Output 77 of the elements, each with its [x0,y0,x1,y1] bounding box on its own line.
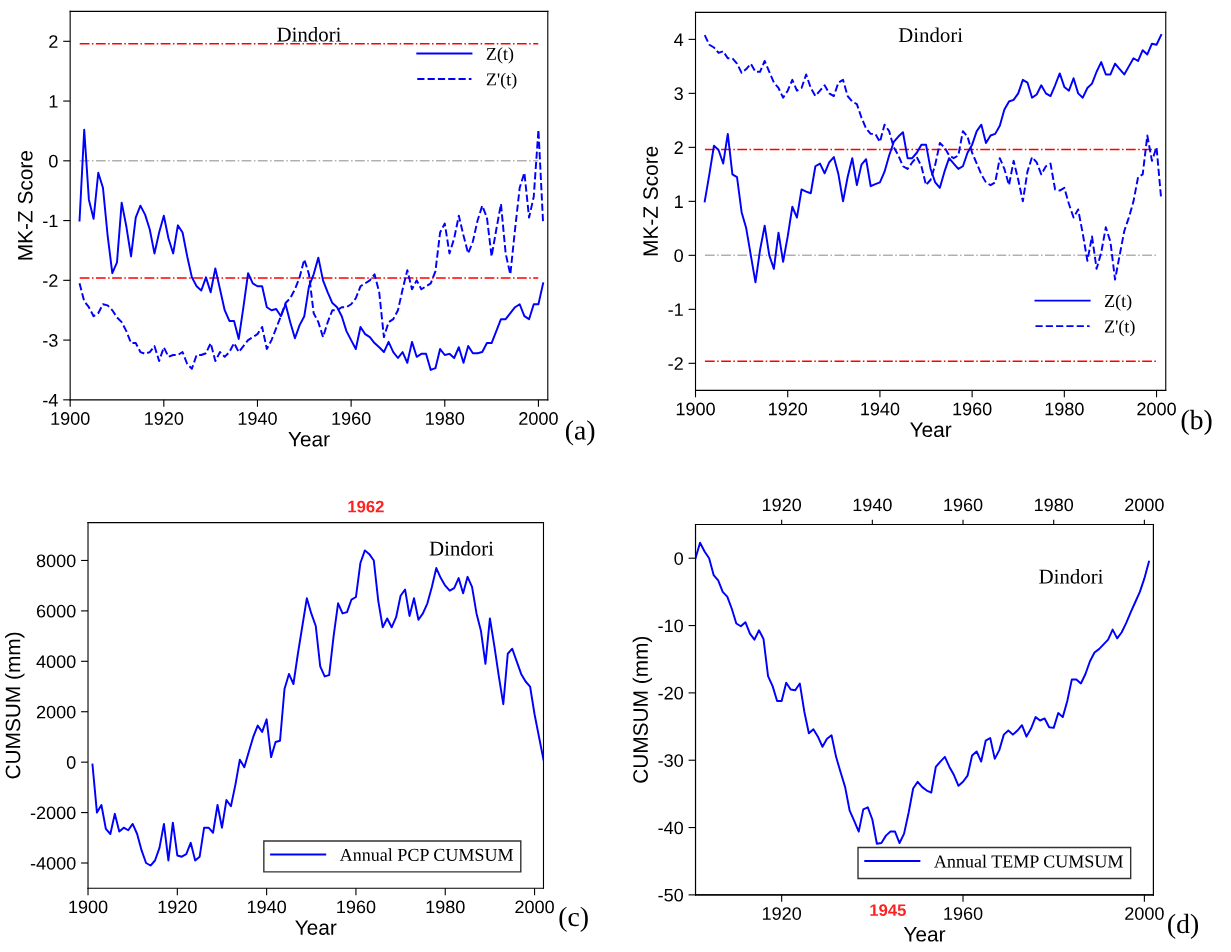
x-tick-label: 1960 [944,907,983,920]
text: (a) [565,420,595,446]
x-tick-label: 1980 [1045,402,1084,416]
text: (d) [1168,913,1199,939]
y-tick-label: -30 [658,754,684,767]
y-tick-label: 0 [674,552,683,565]
x-tick-label: 1920 [145,412,184,425]
y-tick-label: -20 [658,686,684,700]
text: (b) [1181,409,1212,436]
annotation: Dindori [429,540,494,556]
x2-tick-label: 1920 [762,498,802,512]
x2-tick-label: 1980 [1034,498,1074,512]
y-tick-label: 0 [674,249,683,263]
annotation: Dindori [277,26,341,42]
x-tick-label: 1980 [426,900,465,914]
y-tick-label: 3 [674,87,683,101]
y-tick-label: 4000 [36,655,76,669]
y-tick-label: -10 [658,619,684,633]
x-tick-label: 1940 [238,412,277,425]
x-tick-label: 2000 [1137,402,1176,416]
y-tick-label: 2 [49,35,58,48]
y-tick-label: 1 [675,195,683,208]
text: 1962 [348,500,384,513]
y-axis-title: MK-Z Score [643,146,658,256]
y-tick-label: 2 [674,141,683,154]
x-tick-label: 1920 [158,900,197,914]
x-tick-label: 1940 [247,900,287,914]
y-tick-label: 0 [66,756,76,769]
x-tick-label: 2000 [515,900,554,914]
x-axis-title: Year [903,927,946,942]
x-tick-label: 1900 [69,900,108,914]
x2-tick-label: 1960 [944,498,983,512]
x-axis-title: Year [288,432,330,447]
y-tick-label: 4 [674,33,684,46]
legend-label: Z(t) [486,47,514,64]
y-tick-label: -2000 [30,806,76,820]
y-tick-label: -4 [43,393,58,407]
legend-label: Z(t) [1104,294,1132,311]
x-tick-label: 1920 [769,402,808,416]
x-tick-label: 1900 [676,402,715,416]
y-tick-label: 2000 [36,705,76,719]
y-axis-title: CUMSUM (mm) [5,632,25,779]
x2-tick-label: 2000 [1125,498,1164,512]
legend-label: Z'(t) [486,72,517,90]
y-tick-label: 0 [49,154,58,168]
x-tick-label: 2000 [1125,907,1164,920]
annotation: Dindori [1039,568,1104,584]
legend-label: Annual TEMP CUMSUM [934,854,1123,868]
x-tick-label: 2000 [519,412,558,425]
y-tick-label: -40 [658,821,684,835]
legend-label: Annual PCP CUMSUM [339,848,514,861]
y-axis-title: CUMSUM (mm) [632,636,653,783]
y-tick-label: -3 [43,334,58,347]
annotation: Dindori [898,27,963,43]
x-axis-title: Year [295,920,337,935]
x-tick-label: 1960 [332,412,371,425]
text: (c) [559,906,588,932]
x-tick-label: 1960 [953,402,992,416]
y-tick-label: 8000 [36,554,76,568]
y-tick-label: -50 [658,888,684,902]
text: 1945 [870,904,906,917]
y-tick-label: -4000 [30,856,76,870]
x2-tick-label: 1940 [853,498,892,512]
x-tick-label: 1940 [861,402,900,416]
x-tick-label: 1960 [337,900,376,914]
y-tick-label: -2 [43,274,58,287]
legend-label: Z'(t) [1104,319,1135,337]
x-tick-label: 1900 [51,412,90,425]
x-tick-label: 1920 [762,907,802,920]
y-tick-label: -1 [43,214,58,228]
y-tick-label: 6000 [36,604,76,618]
y-tick-label: -2 [668,357,683,370]
y-axis-title: MK-Z Score [17,150,33,260]
y-tick-label: 1 [49,95,58,108]
x-axis-title: Year [910,422,952,438]
x-tick-label: 1980 [426,412,465,425]
y-tick-label: -1 [668,303,683,316]
